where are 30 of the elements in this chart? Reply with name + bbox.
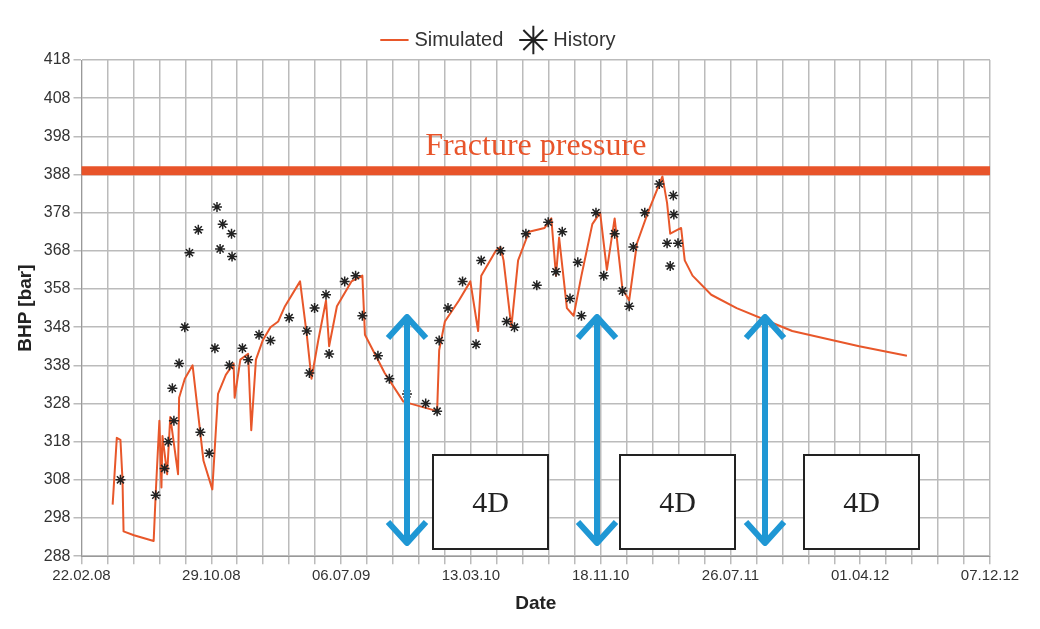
y-tick-label: 338	[43, 355, 71, 373]
x-tick-label: 07.12.12	[960, 566, 1020, 584]
y-tick-label: 298	[43, 508, 71, 526]
x-tick-label: 26.07.11	[701, 566, 760, 584]
y-tick-label: 348	[43, 317, 71, 335]
ref-line-label: Fracture pressure	[425, 126, 647, 163]
x-tick-label: 06.07.09	[311, 566, 371, 584]
x-tick-label: 01.04.12	[831, 566, 890, 584]
x-axis-title: Date	[515, 591, 557, 613]
x-tick-label: 13.03.10	[441, 566, 501, 584]
x-tick-label: 18.11.10	[572, 566, 630, 584]
y-tick-label: 328	[43, 393, 71, 411]
x-tick-label: 29.10.08	[182, 566, 241, 584]
y-tick-label: 308	[43, 470, 71, 488]
y-tick-label: 288	[43, 546, 71, 564]
y-tick-label: 398	[43, 126, 71, 144]
y-tick-label: 408	[43, 88, 71, 106]
legend-label: History	[553, 27, 616, 50]
y-tick-label: 358	[43, 279, 71, 297]
y-tick-label: 318	[43, 432, 71, 450]
y-tick-label: 378	[43, 203, 71, 221]
y-tick-label: 368	[43, 241, 71, 259]
y-tick-label: 388	[43, 164, 71, 182]
annotation: 4D	[619, 454, 736, 550]
annotation: 4D	[432, 454, 549, 550]
legend-label: Simulated	[414, 27, 504, 50]
annotation: 4D	[803, 454, 920, 550]
y-axis-title: BHP [bar]	[13, 264, 35, 352]
y-tick-label: 418	[43, 50, 71, 68]
x-tick-label: 22.02.08	[52, 566, 111, 584]
